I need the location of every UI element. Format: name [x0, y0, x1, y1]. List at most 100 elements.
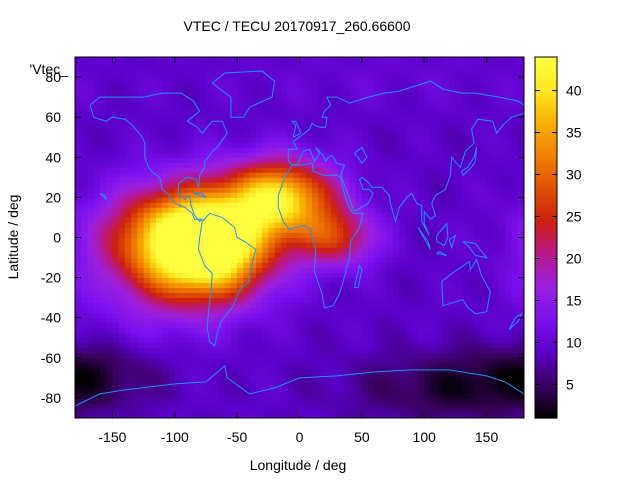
heatmap-cell — [436, 132, 444, 138]
heatmap-cell — [268, 232, 275, 238]
heatmap-cell — [75, 97, 82, 103]
heatmap-cell — [305, 412, 313, 419]
heatmap-cell — [343, 122, 350, 128]
heatmap-cell — [112, 342, 120, 349]
heatmap-cell — [131, 217, 138, 223]
heatmap-cell — [386, 337, 394, 344]
heatmap-cell — [174, 242, 182, 248]
heatmap-cell — [424, 182, 431, 188]
heatmap-cell — [442, 412, 450, 419]
heatmap-cell — [87, 362, 95, 369]
heatmap-cell — [405, 222, 413, 228]
heatmap-cell — [131, 147, 138, 153]
heatmap-cell — [349, 347, 357, 354]
heatmap-cell — [118, 162, 126, 168]
heatmap-cell — [224, 347, 232, 354]
heatmap-cell — [118, 132, 126, 138]
heatmap-cell — [343, 162, 350, 168]
heatmap-cell — [280, 187, 288, 193]
heatmap-cell — [99, 202, 107, 208]
heatmap-cell — [492, 377, 500, 384]
heatmap-cell — [411, 292, 419, 299]
heatmap-cell — [449, 332, 456, 339]
heatmap-cell — [237, 192, 244, 198]
heatmap-cell — [93, 127, 101, 133]
heatmap-cell — [368, 322, 375, 329]
heatmap-cell — [386, 397, 394, 404]
heatmap-cell — [467, 167, 475, 173]
heatmap-cell — [118, 352, 126, 359]
heatmap-cell — [355, 212, 363, 218]
heatmap-cell — [199, 77, 207, 83]
heatmap-cell — [411, 397, 419, 404]
heatmap-cell — [505, 392, 512, 399]
heatmap-cell — [137, 342, 144, 349]
heatmap-cell — [299, 72, 307, 78]
heatmap-cell — [293, 387, 300, 394]
heatmap-cell — [224, 317, 232, 324]
heatmap-cell — [492, 117, 500, 123]
heatmap-cell — [411, 177, 419, 183]
heatmap-cell — [436, 217, 444, 223]
heatmap-cell — [93, 412, 101, 419]
heatmap-cell — [368, 267, 375, 273]
heatmap-cell — [386, 377, 394, 384]
heatmap-cell — [274, 97, 282, 103]
heatmap-cell — [187, 82, 194, 88]
heatmap-cell — [424, 322, 431, 329]
heatmap-cell — [255, 127, 263, 133]
heatmap-cell — [318, 82, 325, 88]
heatmap-cell — [299, 137, 307, 143]
heatmap-cell — [199, 97, 207, 103]
heatmap-cell — [399, 387, 406, 394]
heatmap-cell — [405, 372, 413, 379]
heatmap-cell — [262, 62, 269, 68]
heatmap-cell — [118, 57, 126, 63]
heatmap-cell — [249, 322, 257, 329]
heatmap-cell — [474, 252, 481, 258]
heatmap-cell — [480, 167, 487, 173]
heatmap-cell — [380, 272, 388, 279]
heatmap-cell — [255, 157, 263, 163]
heatmap-cell — [424, 367, 431, 374]
heatmap-cell — [280, 192, 288, 198]
heatmap-cell — [143, 307, 151, 314]
heatmap-cell — [424, 122, 431, 128]
heatmap-cell — [287, 257, 294, 263]
heatmap-cell — [274, 107, 282, 113]
heatmap-cell — [230, 302, 238, 309]
heatmap-cell — [492, 327, 500, 334]
heatmap-cell — [505, 327, 512, 334]
heatmap-cell — [255, 87, 263, 93]
heatmap-cell — [262, 257, 269, 263]
heatmap-cell — [324, 347, 332, 354]
heatmap-cell — [349, 67, 357, 73]
heatmap-cell — [424, 332, 431, 339]
heatmap-cell — [449, 387, 456, 394]
heatmap-cell — [168, 322, 176, 329]
heatmap-cell — [355, 307, 363, 314]
heatmap-cell — [386, 297, 394, 304]
heatmap-cell — [193, 107, 201, 113]
heatmap-cell — [237, 242, 244, 248]
heatmap-cell — [349, 312, 357, 319]
heatmap-cell — [486, 187, 494, 193]
heatmap-cell — [255, 187, 263, 193]
heatmap-cell — [299, 177, 307, 183]
heatmap-cell — [461, 172, 469, 178]
heatmap-cell — [81, 307, 88, 314]
heatmap-cell — [280, 282, 288, 289]
heatmap-cell — [349, 227, 357, 233]
heatmap-cell — [486, 102, 494, 108]
heatmap-cell — [374, 382, 381, 389]
heatmap-cell — [499, 307, 506, 314]
heatmap-cell — [355, 292, 363, 299]
heatmap-cell — [293, 407, 300, 414]
heatmap-cell — [181, 367, 188, 374]
heatmap-cell — [193, 217, 201, 223]
heatmap-cell — [255, 177, 263, 183]
heatmap-cell — [311, 147, 319, 153]
heatmap-cell — [143, 357, 151, 364]
heatmap-cell — [486, 352, 494, 359]
heatmap-cell — [449, 372, 456, 379]
